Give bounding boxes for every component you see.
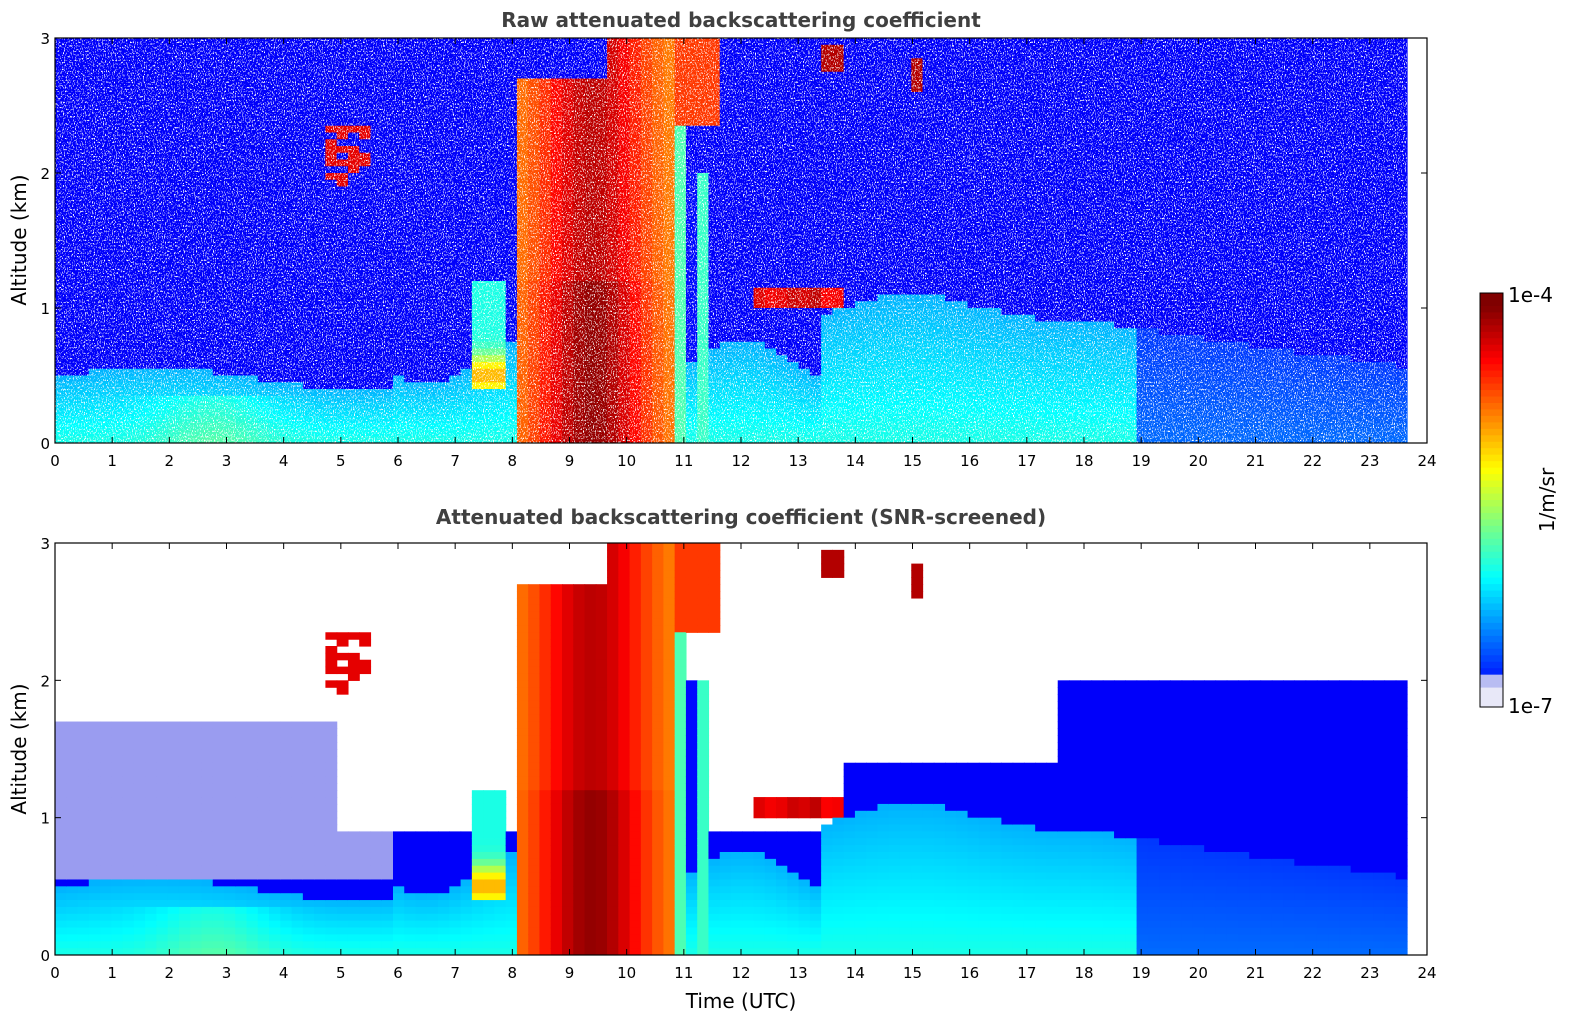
- heatmap-area: [55, 38, 1408, 443]
- raw-backscatter-panel: Raw attenuated backscattering coefficien…: [7, 8, 1437, 470]
- chart-title: Raw attenuated backscattering coefficien…: [501, 8, 981, 32]
